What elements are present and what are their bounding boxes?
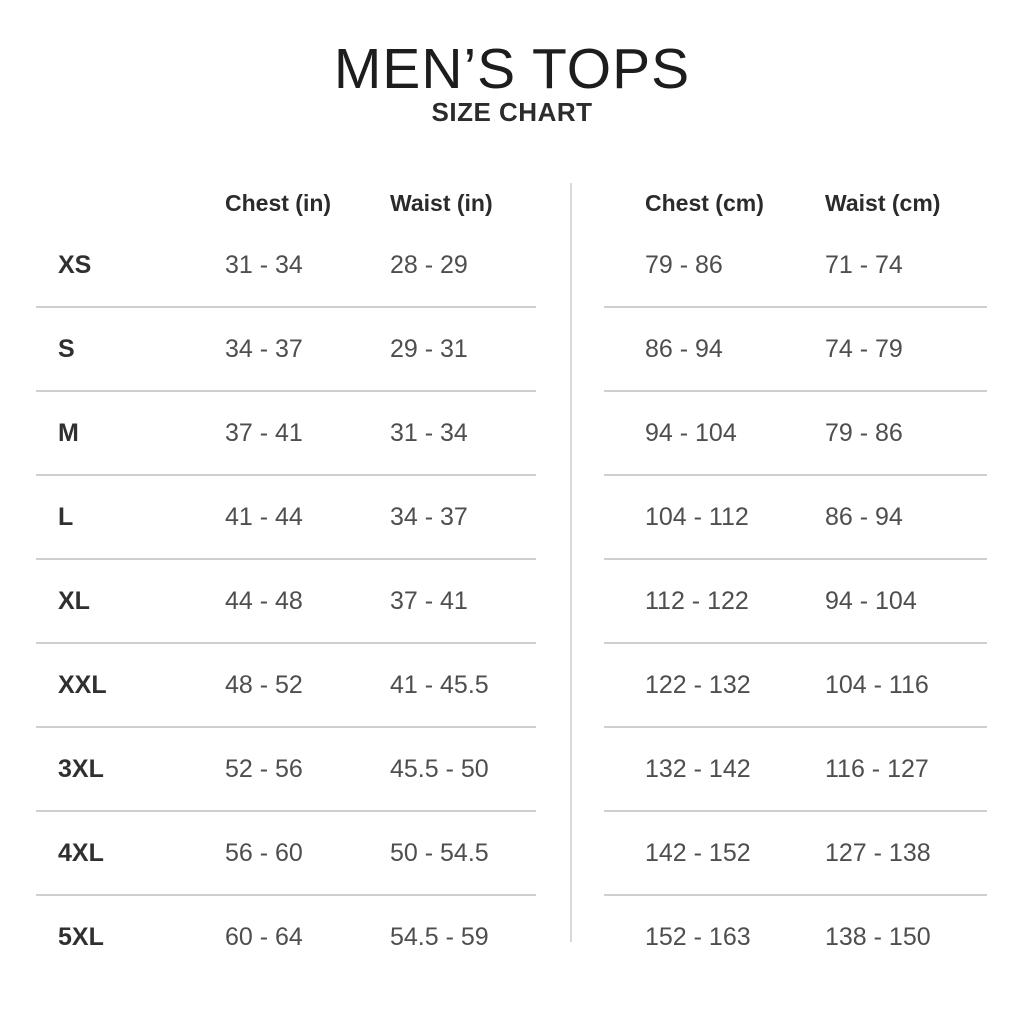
table-row: 152 - 163 138 - 150 [604,896,987,978]
table-header-row: Chest (cm) Waist (cm) [604,182,987,224]
table-row: 5XL 60 - 64 54.5 - 59 [36,896,536,978]
waist-in-value: 41 - 45.5 [390,670,489,699]
chest-cm-value: 104 - 112 [645,502,749,531]
table-row: 142 - 152 127 - 138 [604,812,987,896]
waist-cm-value: 94 - 104 [825,586,917,615]
chest-in-value: 31 - 34 [225,250,303,279]
vertical-divider [570,183,572,942]
chest-cm-value: 79 - 86 [645,250,723,279]
size-table-metric: Chest (cm) Waist (cm) 79 - 86 71 - 74 86… [604,182,987,978]
waist-cm-value: 104 - 116 [825,670,929,699]
page-title: MEN’S TOPS [333,37,691,101]
chest-in-value: 56 - 60 [225,838,303,867]
page-subtitle: SIZE CHART [431,97,593,127]
waist-cm-value: 116 - 127 [825,754,929,783]
waist-cm-value: 127 - 138 [825,838,931,867]
waist-in-value: 50 - 54.5 [390,838,489,867]
table-row: 132 - 142 116 - 127 [604,728,987,812]
table-row: 3XL 52 - 56 45.5 - 50 [36,728,536,812]
table-header-row: Chest (in) Waist (in) [36,182,536,224]
chest-in-value: 44 - 48 [225,586,303,615]
table-row: 112 - 122 94 - 104 [604,560,987,644]
size-label: 5XL [58,922,104,951]
table-row: 94 - 104 79 - 86 [604,392,987,476]
column-header-waist-cm: Waist (cm) [825,189,941,216]
waist-cm-value: 71 - 74 [825,250,903,279]
size-label: 3XL [58,754,104,783]
waist-cm-value: 74 - 79 [825,334,903,363]
table-row: 104 - 112 86 - 94 [604,476,987,560]
size-label: M [58,418,79,447]
size-table-imperial: Chest (in) Waist (in) XS 31 - 34 28 - 29… [36,182,536,978]
column-header-chest-cm: Chest (cm) [645,189,764,216]
waist-in-value: 54.5 - 59 [390,922,489,951]
column-header-chest-in: Chest (in) [225,189,332,216]
chest-in-value: 34 - 37 [225,334,303,363]
chest-cm-value: 132 - 142 [645,754,751,783]
waist-in-value: 28 - 29 [390,250,468,279]
table-row: 79 - 86 71 - 74 [604,224,987,308]
waist-cm-value: 138 - 150 [825,922,931,951]
waist-in-value: 37 - 41 [390,586,468,615]
table-row: 122 - 132 104 - 116 [604,644,987,728]
chest-in-value: 52 - 56 [225,754,303,783]
table-row: S 34 - 37 29 - 31 [36,308,536,392]
waist-in-value: 29 - 31 [390,334,468,363]
chest-in-value: 60 - 64 [225,922,303,951]
size-label: XL [58,586,90,615]
waist-cm-value: 86 - 94 [825,502,903,531]
chest-cm-value: 94 - 104 [645,418,737,447]
chest-in-value: 37 - 41 [225,418,303,447]
table-row: 4XL 56 - 60 50 - 54.5 [36,812,536,896]
table-row: XXL 48 - 52 41 - 45.5 [36,644,536,728]
waist-in-value: 45.5 - 50 [390,754,489,783]
chest-cm-value: 112 - 122 [645,586,749,615]
table-row: XS 31 - 34 28 - 29 [36,224,536,308]
chest-cm-value: 122 - 132 [645,670,751,699]
chest-cm-value: 142 - 152 [645,838,751,867]
table-row: L 41 - 44 34 - 37 [36,476,536,560]
size-label: L [58,502,74,531]
table-row: XL 44 - 48 37 - 41 [36,560,536,644]
column-header-waist-in: Waist (in) [390,189,493,216]
chest-cm-value: 86 - 94 [645,334,723,363]
size-label: S [58,334,75,363]
size-label: XS [58,250,92,279]
waist-cm-value: 79 - 86 [825,418,903,447]
table-row: M 37 - 41 31 - 34 [36,392,536,476]
table-row: 86 - 94 74 - 79 [604,308,987,392]
chest-in-value: 48 - 52 [225,670,303,699]
waist-in-value: 34 - 37 [390,502,468,531]
size-label: XXL [58,670,107,699]
chest-cm-value: 152 - 163 [645,922,751,951]
size-label: 4XL [58,838,104,867]
chest-in-value: 41 - 44 [225,502,303,531]
waist-in-value: 31 - 34 [390,418,468,447]
